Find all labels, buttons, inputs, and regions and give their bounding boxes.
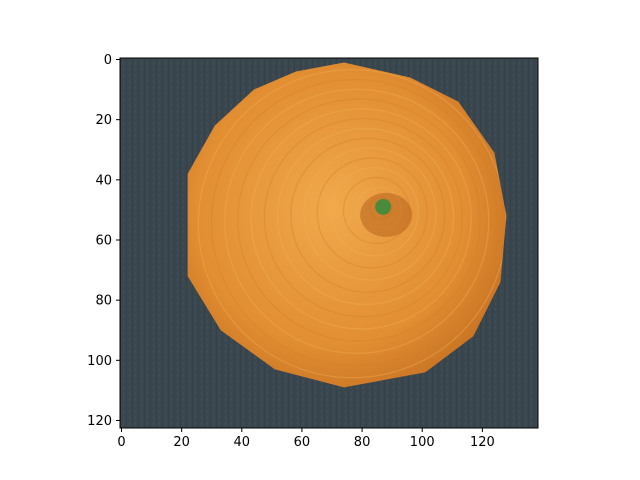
- peel-ring: [224, 88, 490, 355]
- y-tick-label: 100: [87, 354, 112, 369]
- x-tick-label: 100: [410, 435, 435, 450]
- y-tick-label: 120: [87, 414, 112, 429]
- peel-ring: [237, 98, 481, 342]
- x-tick-label: 0: [117, 435, 125, 450]
- y-tick-label: 0: [104, 53, 112, 68]
- peel-ring: [263, 118, 464, 318]
- peel-ring: [250, 108, 472, 330]
- orange-fruit: [187, 62, 507, 388]
- peel-ring: [290, 137, 446, 294]
- x-axis: 0 20 40 60 80 100 120: [117, 428, 495, 450]
- peel-ring: [276, 127, 455, 306]
- x-tick-label: 80: [354, 435, 371, 450]
- orange-peel-texture: [197, 69, 507, 379]
- orange-navel: [360, 192, 413, 237]
- peel-ring: [210, 78, 499, 367]
- y-tick-label: 60: [95, 233, 112, 248]
- peel-ring: [303, 147, 437, 281]
- y-tick-label: 40: [95, 173, 112, 188]
- y-tick-label: 80: [95, 294, 112, 309]
- x-tick-label: 20: [173, 435, 190, 450]
- y-tick-label: 20: [95, 113, 112, 128]
- orange-stem: [375, 198, 392, 215]
- peel-ring: [316, 157, 428, 269]
- image-area: [120, 58, 538, 428]
- axes-frame: [119, 57, 539, 429]
- y-axis: 0 20 40 60 80 100 120: [87, 53, 120, 429]
- x-tick-label: 40: [234, 435, 251, 450]
- x-tick-label: 120: [470, 435, 495, 450]
- x-tick-label: 60: [294, 435, 311, 450]
- peel-ring: [329, 167, 420, 257]
